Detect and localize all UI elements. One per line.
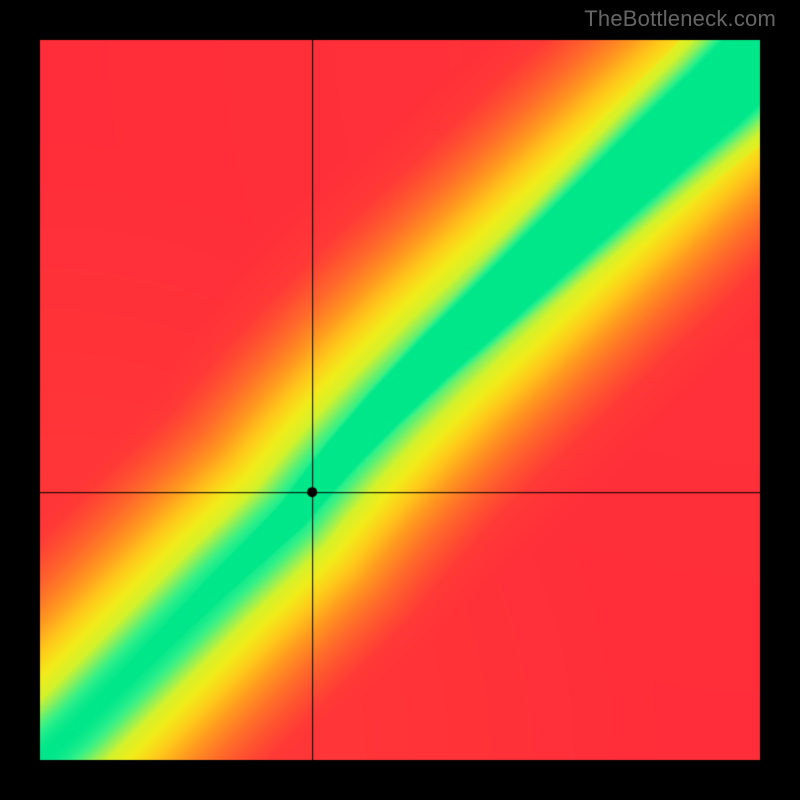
watermark-text: TheBottleneck.com xyxy=(584,6,776,32)
bottleneck-heatmap xyxy=(0,0,800,800)
chart-container: TheBottleneck.com xyxy=(0,0,800,800)
